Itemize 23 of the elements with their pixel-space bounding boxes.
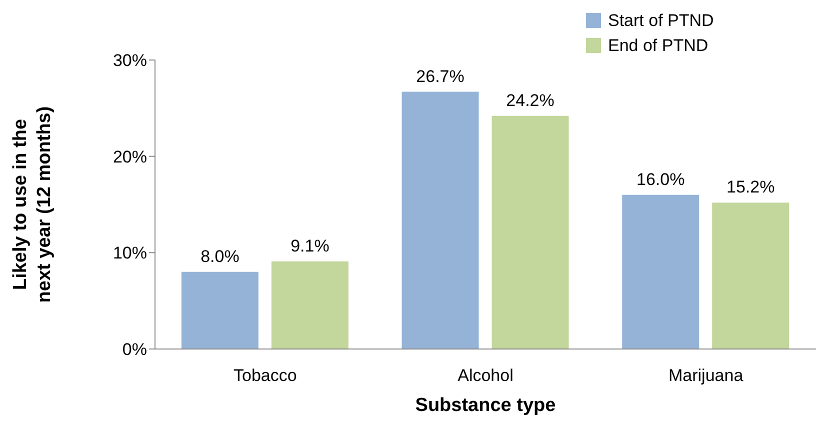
legend-label: Start of PTND	[608, 10, 714, 32]
y-tick-label: 20%	[112, 147, 147, 166]
x-tick-label: Alcohol	[458, 366, 514, 386]
data-label: 26.7%	[416, 66, 464, 86]
data-label: 16.0%	[636, 170, 685, 189]
data-label: 8.0%	[200, 246, 240, 266]
x-tick-label: Tobacco	[234, 366, 297, 386]
bar	[402, 92, 479, 349]
y-tick-label: 30%	[112, 51, 147, 70]
legend-label: End of PTND	[608, 35, 708, 57]
bar	[492, 116, 569, 349]
data-label: 24.2%	[506, 90, 554, 110]
y-tick-label: 0%	[122, 340, 147, 360]
bar	[271, 261, 348, 349]
y-tick-label: 10%	[112, 244, 147, 263]
y-axis-title: Likely to use in the next year (12 months)	[10, 106, 55, 303]
data-label: 15.2%	[726, 178, 775, 197]
bar	[181, 272, 258, 349]
bar	[712, 202, 790, 349]
x-tick-label: Marijuana	[668, 366, 744, 386]
bar	[622, 194, 700, 349]
x-axis-title: Substance type	[415, 395, 556, 416]
data-label: 9.1%	[290, 236, 330, 256]
